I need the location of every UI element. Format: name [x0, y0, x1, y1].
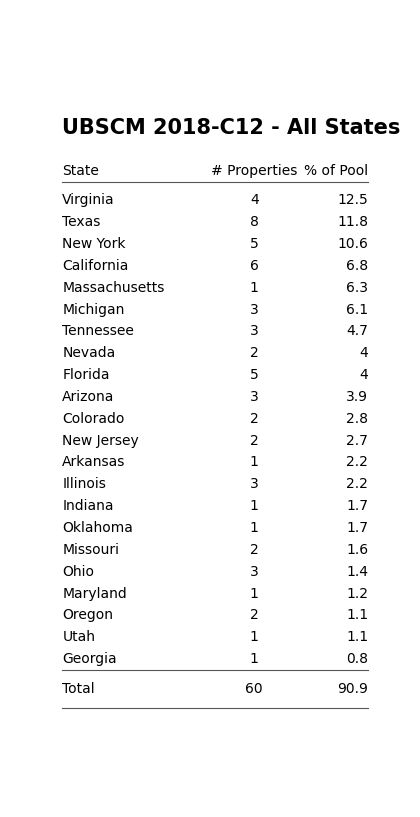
- Text: Maryland: Maryland: [62, 587, 127, 600]
- Text: 1: 1: [250, 281, 259, 295]
- Text: 1: 1: [250, 630, 259, 645]
- Text: # Properties: # Properties: [211, 164, 297, 178]
- Text: Oklahoma: Oklahoma: [62, 521, 133, 535]
- Text: 60: 60: [246, 681, 263, 696]
- Text: 5: 5: [250, 368, 259, 382]
- Text: Colorado: Colorado: [62, 412, 125, 426]
- Text: Florida: Florida: [62, 368, 110, 382]
- Text: Arkansas: Arkansas: [62, 455, 126, 470]
- Text: Utah: Utah: [62, 630, 95, 645]
- Text: California: California: [62, 259, 129, 273]
- Text: 90.9: 90.9: [337, 681, 368, 696]
- Text: Missouri: Missouri: [62, 542, 119, 557]
- Text: 4: 4: [360, 346, 368, 360]
- Text: New York: New York: [62, 237, 126, 251]
- Text: Arizona: Arizona: [62, 390, 115, 404]
- Text: Oregon: Oregon: [62, 609, 113, 623]
- Text: 1: 1: [250, 652, 259, 666]
- Text: 3: 3: [250, 324, 259, 338]
- Text: 6.8: 6.8: [346, 259, 368, 273]
- Text: 6.1: 6.1: [346, 302, 368, 316]
- Text: 1.1: 1.1: [346, 609, 368, 623]
- Text: 12.5: 12.5: [338, 194, 368, 208]
- Text: 2: 2: [250, 412, 259, 426]
- Text: 4: 4: [360, 368, 368, 382]
- Text: 3: 3: [250, 390, 259, 404]
- Text: 2.2: 2.2: [346, 477, 368, 491]
- Text: 2.2: 2.2: [346, 455, 368, 470]
- Text: 2: 2: [250, 434, 259, 448]
- Text: Ohio: Ohio: [62, 565, 94, 578]
- Text: 2: 2: [250, 609, 259, 623]
- Text: Indiana: Indiana: [62, 499, 114, 513]
- Text: Texas: Texas: [62, 215, 101, 229]
- Text: % of Pool: % of Pool: [304, 164, 368, 178]
- Text: 0.8: 0.8: [346, 652, 368, 666]
- Text: 6: 6: [250, 259, 259, 273]
- Text: State: State: [62, 164, 99, 178]
- Text: 1.7: 1.7: [346, 499, 368, 513]
- Text: 1.6: 1.6: [346, 542, 368, 557]
- Text: 4: 4: [250, 194, 259, 208]
- Text: 1: 1: [250, 499, 259, 513]
- Text: 1: 1: [250, 455, 259, 470]
- Text: 1: 1: [250, 587, 259, 600]
- Text: Total: Total: [62, 681, 95, 696]
- Text: 2: 2: [250, 542, 259, 557]
- Text: New Jersey: New Jersey: [62, 434, 139, 448]
- Text: 1.2: 1.2: [346, 587, 368, 600]
- Text: 2: 2: [250, 346, 259, 360]
- Text: 3: 3: [250, 477, 259, 491]
- Text: 3: 3: [250, 565, 259, 578]
- Text: Nevada: Nevada: [62, 346, 116, 360]
- Text: 5: 5: [250, 237, 259, 251]
- Text: 6.3: 6.3: [346, 281, 368, 295]
- Text: 11.8: 11.8: [337, 215, 368, 229]
- Text: 1.4: 1.4: [346, 565, 368, 578]
- Text: 2.7: 2.7: [346, 434, 368, 448]
- Text: 2.8: 2.8: [346, 412, 368, 426]
- Text: 10.6: 10.6: [337, 237, 368, 251]
- Text: Tennessee: Tennessee: [62, 324, 134, 338]
- Text: 3.9: 3.9: [346, 390, 368, 404]
- Text: Georgia: Georgia: [62, 652, 117, 666]
- Text: 4.7: 4.7: [346, 324, 368, 338]
- Text: 3: 3: [250, 302, 259, 316]
- Text: 8: 8: [250, 215, 259, 229]
- Text: UBSCM 2018-C12 - All States: UBSCM 2018-C12 - All States: [62, 118, 401, 138]
- Text: 1.1: 1.1: [346, 630, 368, 645]
- Text: 1.7: 1.7: [346, 521, 368, 535]
- Text: Massachusetts: Massachusetts: [62, 281, 165, 295]
- Text: Illinois: Illinois: [62, 477, 106, 491]
- Text: 1: 1: [250, 521, 259, 535]
- Text: Michigan: Michigan: [62, 302, 125, 316]
- Text: Virginia: Virginia: [62, 194, 115, 208]
